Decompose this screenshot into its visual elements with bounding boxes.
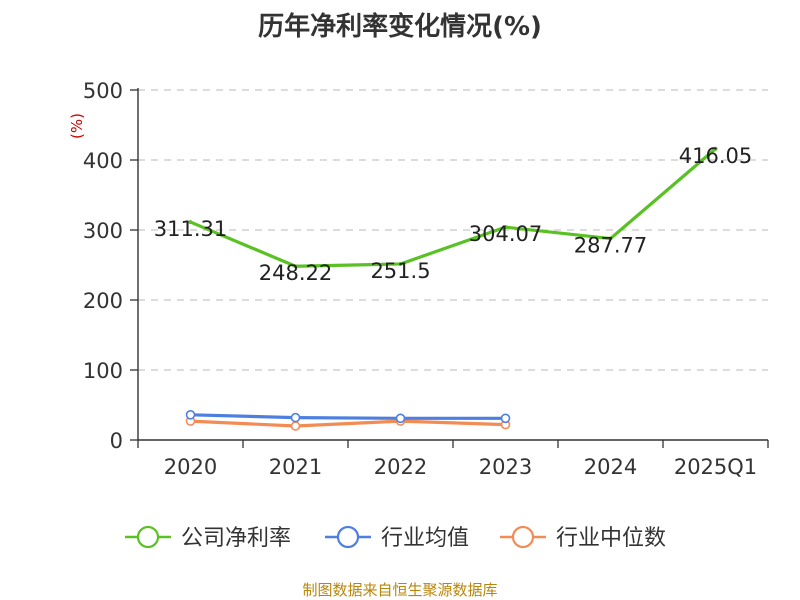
y-tick-label: 200	[83, 289, 123, 313]
series-point-1	[290, 412, 301, 423]
y-tick-label: 300	[83, 219, 123, 243]
series-point-0	[608, 236, 613, 241]
series-point-0	[188, 220, 193, 225]
x-tick-label: 2022	[374, 455, 427, 479]
series-line-2	[190, 419, 506, 428]
series-line-1	[190, 413, 506, 420]
x-tick-label: 2024	[584, 455, 637, 479]
series-point-0	[293, 264, 298, 269]
x-tick-label: 2023	[479, 455, 532, 479]
x-tick-label: 2021	[269, 455, 322, 479]
data-label: 251.5	[370, 259, 430, 283]
y-tick-label: 100	[83, 359, 123, 383]
data-label: 311.31	[154, 217, 227, 241]
y-tick-label: 0	[110, 429, 123, 453]
x-tick-label: 2025Q1	[674, 455, 757, 479]
series-point-2	[290, 421, 301, 431]
legend-marker-2	[511, 525, 535, 549]
data-label: 304.07	[469, 222, 542, 246]
data-source-footer: 制图数据来自恒生聚源数据库	[302, 581, 498, 599]
series-point-0	[398, 261, 403, 266]
series-point-1	[395, 413, 406, 424]
legend-label: 行业均值	[381, 526, 469, 551]
series-point-1	[185, 409, 196, 420]
series-point-1	[500, 413, 511, 424]
series-line-0	[189, 147, 717, 268]
y-tick-label: 500	[83, 79, 123, 103]
legend-marker-1	[336, 525, 360, 549]
y-tick-label: 400	[83, 149, 123, 173]
chart-title: 历年净利率变化情况(%)	[258, 12, 542, 42]
data-label: 287.77	[574, 234, 647, 258]
legend-marker-0	[136, 525, 160, 549]
series-point-0	[503, 225, 508, 230]
legend-label: 公司净利率	[181, 526, 291, 551]
legend-label: 行业中位数	[556, 526, 666, 551]
series-point-0	[713, 146, 718, 151]
x-tick-label: 2020	[164, 455, 217, 479]
data-label: 248.22	[259, 261, 332, 285]
data-label: 416.05	[679, 144, 752, 168]
y-axis-label: (%)	[68, 113, 86, 139]
